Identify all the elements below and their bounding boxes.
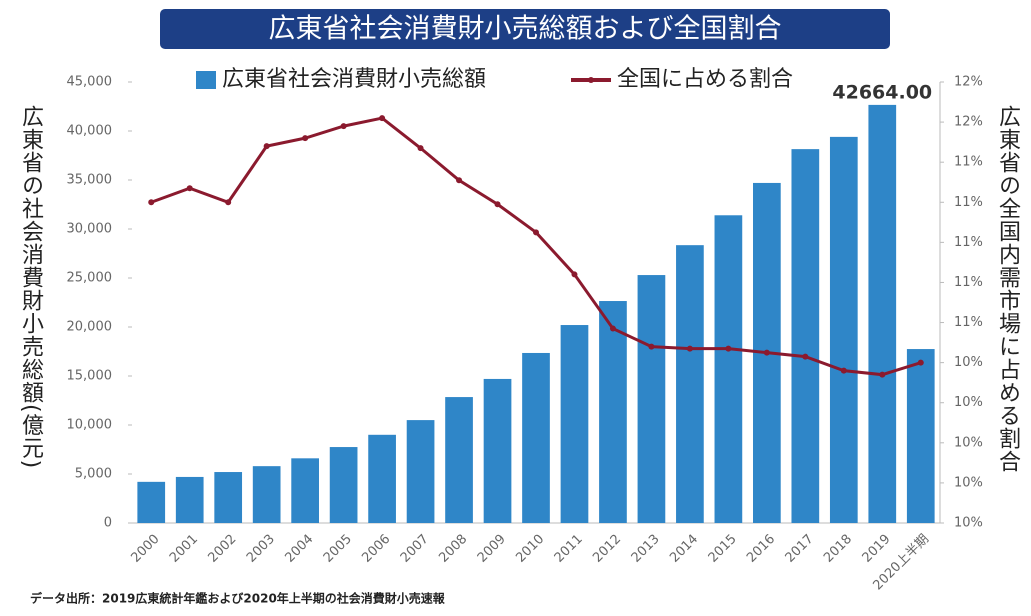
legend-label: 広東省社会消費財小売総額 xyxy=(222,67,486,92)
y2-tick-label: 10% xyxy=(954,475,983,490)
x-tick-label: 2008 xyxy=(436,532,470,566)
y2-tick-label: 11% xyxy=(954,155,983,170)
y-tick-label: 25,000 xyxy=(67,271,113,286)
x-tick-label: 2018 xyxy=(821,532,855,566)
line-point xyxy=(417,145,424,152)
y2-tick-label: 10% xyxy=(954,355,983,370)
bar xyxy=(868,104,897,524)
line-point xyxy=(533,229,539,236)
bar xyxy=(676,245,704,524)
bar xyxy=(137,481,166,523)
y-tick-label: 20,000 xyxy=(67,320,113,335)
line-point xyxy=(763,349,770,356)
line-point xyxy=(186,185,193,192)
y2-tick-label: 12% xyxy=(954,75,983,90)
y2-tick-label: 11% xyxy=(954,275,983,290)
bar xyxy=(445,397,473,523)
x-tick-label: 2011 xyxy=(552,532,586,566)
bar xyxy=(906,349,935,523)
x-tick-label: 2013 xyxy=(629,532,663,566)
bar xyxy=(368,434,396,523)
line-point xyxy=(917,359,924,366)
title-box xyxy=(160,9,890,49)
x-tick-label: 2015 xyxy=(706,532,740,566)
x-tick-label: 2019 xyxy=(860,532,894,566)
legend-label: 全国に占める割合 xyxy=(617,67,793,92)
line-point xyxy=(456,177,463,184)
line-point xyxy=(263,143,270,150)
x-tick-label: 2010 xyxy=(513,532,547,566)
y-tick-label: 35,000 xyxy=(67,173,113,188)
y2-axis-title: 広東省の全国内需市場に占める割合 xyxy=(995,105,1021,473)
line-point xyxy=(609,325,616,332)
y-tick-label: 40,000 xyxy=(67,124,113,139)
data-label: 42664.00 xyxy=(832,81,932,103)
bar xyxy=(522,352,550,523)
x-tick-label: 2012 xyxy=(590,532,624,566)
legend-swatch xyxy=(196,71,216,89)
y-tick-label: 5,000 xyxy=(75,467,112,482)
bar xyxy=(560,325,589,523)
bar xyxy=(791,149,820,523)
bar xyxy=(175,476,204,523)
line-point xyxy=(725,345,732,352)
line-point xyxy=(148,199,155,206)
x-tick-label: 2017 xyxy=(783,532,817,566)
bar xyxy=(637,275,666,523)
bar xyxy=(214,472,243,523)
chart-title: 広東省社会消費財小売総額および全国割合 xyxy=(269,14,782,45)
bar xyxy=(599,301,627,523)
x-tick-label: 2014 xyxy=(667,532,701,566)
line-point xyxy=(648,343,655,350)
line-point xyxy=(225,199,232,206)
y2-tick-label: 12% xyxy=(954,115,983,130)
y2-tick-label: 11% xyxy=(954,195,983,210)
source-note: データ出所：2019広東統計年鑑および2020年上半期の社会消費財小売速報 xyxy=(30,591,446,606)
x-tick-label: 2004 xyxy=(282,532,316,566)
y2-tick-label: 10% xyxy=(954,435,983,450)
y2-tick-label: 11% xyxy=(954,235,983,250)
line-point xyxy=(879,371,886,378)
bar xyxy=(252,466,281,523)
x-tick-label: 2001 xyxy=(167,532,201,566)
bar xyxy=(829,136,858,523)
x-tick-label: 2005 xyxy=(321,532,355,566)
y-tick-label: 10,000 xyxy=(67,418,113,433)
line-point xyxy=(840,367,847,374)
x-tick-label: 2003 xyxy=(244,532,278,566)
y-tick-label: 0 xyxy=(104,516,112,531)
bar xyxy=(483,378,512,523)
line-point xyxy=(686,345,693,352)
y-tick-label: 30,000 xyxy=(67,222,113,237)
x-tick-label: 2007 xyxy=(398,532,432,566)
bar xyxy=(291,458,319,523)
y-axis-title: 広東省の社会消費財小売総額(億元) xyxy=(18,105,44,469)
x-tick-label: 2006 xyxy=(359,532,393,566)
bar xyxy=(406,420,435,523)
x-tick-label: 2009 xyxy=(475,532,509,566)
y-tick-label: 45,000 xyxy=(67,75,113,90)
line-point xyxy=(494,201,501,208)
line-point xyxy=(802,353,809,360)
x-tick-label: 2002 xyxy=(205,532,239,566)
bar xyxy=(714,215,743,523)
line-point xyxy=(302,135,309,142)
y2-tick-label: 10% xyxy=(954,395,983,410)
line-point xyxy=(379,115,386,122)
line-point xyxy=(340,123,347,130)
legend-marker xyxy=(588,77,594,83)
bar xyxy=(329,447,358,523)
y2-tick-label: 11% xyxy=(954,315,983,330)
x-tick-label: 2016 xyxy=(744,532,778,566)
y-tick-label: 15,000 xyxy=(67,369,113,384)
x-tick-label: 2000 xyxy=(129,532,163,566)
y2-tick-label: 10% xyxy=(954,516,983,531)
line-point xyxy=(571,271,578,278)
